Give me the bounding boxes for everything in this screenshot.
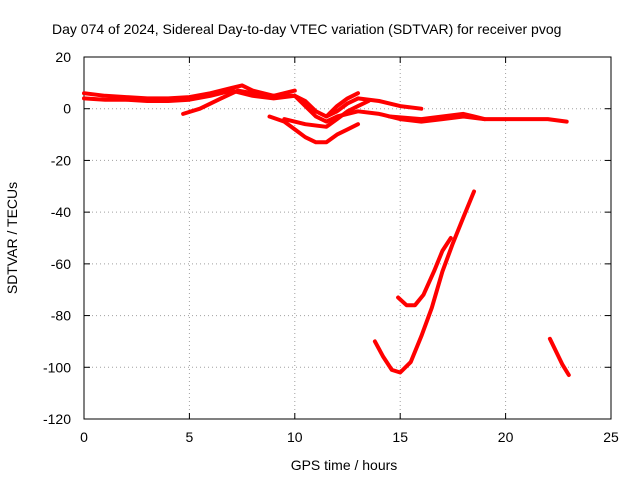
y-tick-label: -20 [51, 152, 71, 168]
y-tick-label: -40 [51, 204, 71, 220]
x-tick-label: 25 [603, 429, 619, 445]
series-group [82, 83, 571, 377]
series-track-10 [547, 336, 571, 377]
x-axis-label: GPS time / hours [291, 457, 398, 473]
series-track-7 [387, 111, 487, 122]
series-track-9 [396, 236, 453, 308]
x-tick-label: 5 [186, 429, 194, 445]
x-tick-label: 20 [498, 429, 514, 445]
series-track-6 [324, 91, 360, 119]
axis-ticks: 0 5 10 15 20 25 -120 -100 -80 -60 -40 -20 0 20 [43, 49, 619, 445]
x-tick-label: 0 [80, 429, 88, 445]
series-track-5 [282, 99, 371, 129]
y-tick-label: -120 [43, 411, 71, 427]
x-tick-label: 10 [287, 429, 303, 445]
series-track-3 [181, 88, 297, 116]
plot-frame [83, 56, 612, 420]
x-tick-label: 15 [392, 429, 408, 445]
y-tick-label: -80 [51, 308, 71, 324]
y-tick-label: -100 [43, 359, 71, 375]
chart-title: Day 074 of 2024, Sidereal Day-to-day VTE… [52, 21, 561, 37]
y-tick-label: 20 [55, 49, 71, 65]
series-track-8 [372, 189, 476, 375]
y-tick-label: 0 [63, 101, 71, 117]
y-axis-label: SDTVAR / TECUs [4, 182, 20, 294]
y-tick-label: -60 [51, 256, 71, 272]
series-track-4 [267, 114, 360, 145]
